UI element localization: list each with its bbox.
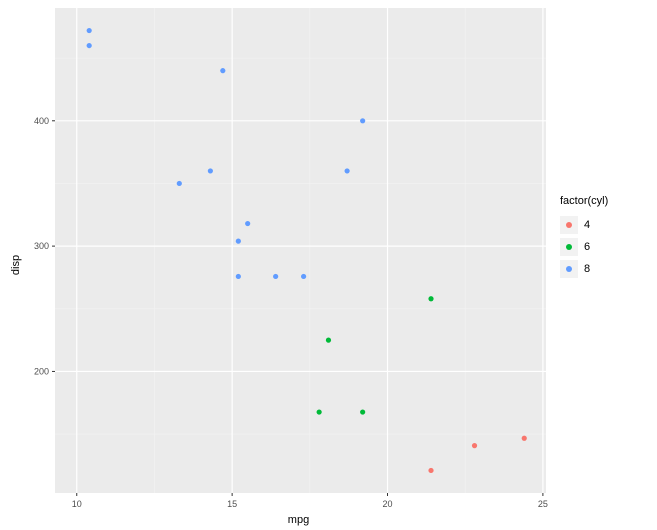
plot-svg: 10 15 20 25 200 300 400 [0, 0, 657, 530]
data-point [428, 296, 433, 301]
data-point [360, 118, 365, 123]
data-point [208, 168, 213, 173]
svg-text:15: 15 [227, 499, 237, 509]
legend-key [560, 260, 578, 278]
scatter-chart: 10 15 20 25 200 300 400 disp mpg factor(cyl) 4… [0, 0, 657, 530]
y-axis-label: disp [10, 255, 22, 275]
legend-label: 4 [584, 219, 590, 231]
data-point [428, 468, 433, 473]
x-axis-label: mpg [0, 514, 657, 526]
data-point [236, 239, 241, 244]
data-point [360, 409, 365, 414]
data-point [301, 274, 306, 279]
data-point [177, 181, 182, 186]
legend-label: 6 [584, 241, 590, 253]
data-point [87, 43, 92, 48]
legend-title: factor(cyl) [560, 195, 608, 207]
svg-text:400: 400 [34, 116, 49, 126]
data-point [236, 274, 241, 279]
legend-dot-icon [566, 222, 572, 228]
data-point [273, 274, 278, 279]
data-point [87, 28, 92, 33]
legend-key [560, 238, 578, 256]
svg-text:300: 300 [34, 241, 49, 251]
data-point [245, 221, 250, 226]
svg-text:200: 200 [34, 366, 49, 376]
legend-item: 4 [560, 215, 608, 235]
svg-text:10: 10 [72, 499, 82, 509]
legend-key [560, 216, 578, 234]
legend-item: 8 [560, 259, 608, 279]
data-point [472, 443, 477, 448]
legend-dot-icon [566, 244, 572, 250]
data-point [317, 409, 322, 414]
data-point [220, 68, 225, 73]
svg-text:25: 25 [538, 499, 548, 509]
legend-label: 8 [584, 263, 590, 275]
data-point [522, 436, 527, 441]
data-point [345, 168, 350, 173]
svg-text:20: 20 [383, 499, 393, 509]
data-point [326, 338, 331, 343]
legend-item: 6 [560, 237, 608, 257]
legend-dot-icon [566, 266, 572, 272]
legend: factor(cyl) 4 6 8 [560, 195, 608, 281]
